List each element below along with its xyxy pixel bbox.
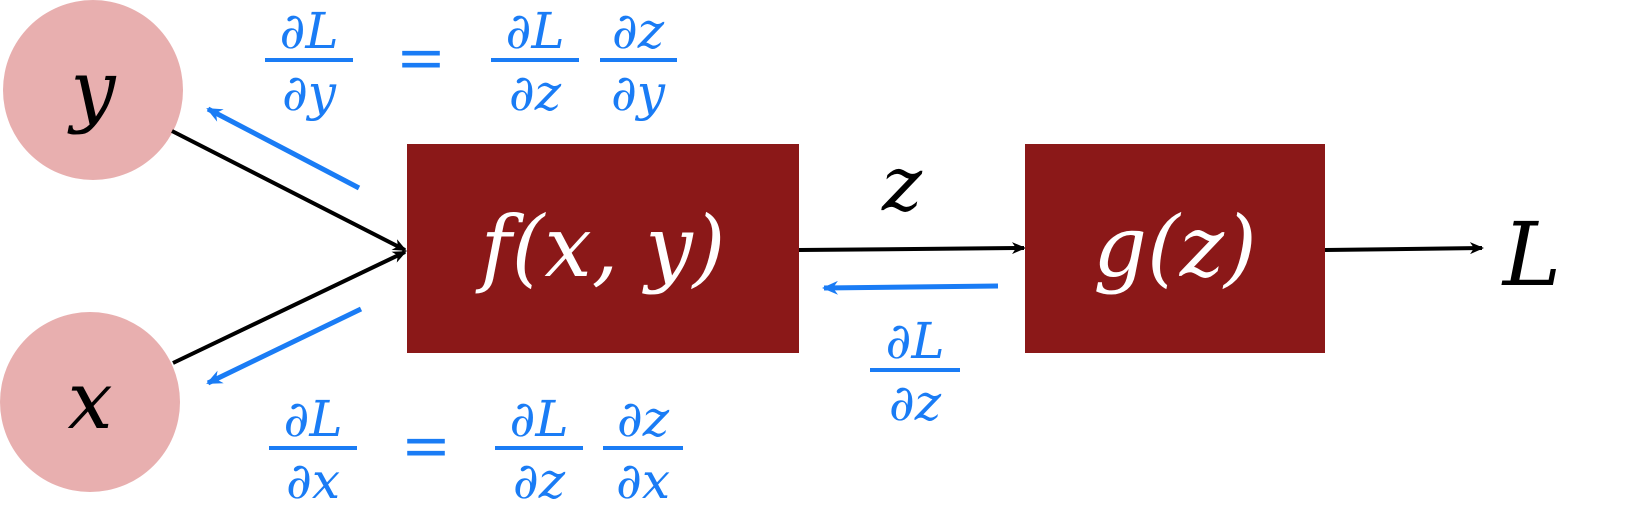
equation-dL-dy: ∂L ∂y = ∂L ∂z ∂z ∂y — [265, 2, 677, 122]
dLdz-denominator: ∂z — [889, 374, 942, 432]
dLdy-lhs-bar — [265, 58, 353, 62]
dLdx-r1-bar — [495, 446, 583, 450]
edge-label-z: z — [881, 139, 923, 228]
box-f-rect — [407, 144, 799, 353]
node-x: x — [0, 312, 180, 492]
dLdy-r1-numerator: ∂L — [505, 2, 564, 60]
dLdy-r1-denominator: ∂z — [509, 64, 562, 122]
grad-arrow-to-f — [822, 280, 999, 295]
dLdz-numerator: ∂L — [885, 312, 944, 370]
box-g-rect — [1025, 144, 1325, 353]
box-f: f(x, y) — [407, 144, 799, 353]
dLdy-r2-denominator: ∂y — [611, 64, 666, 122]
dLdx-equals-sign: = — [401, 411, 451, 481]
dLdx-r2-numerator: ∂z — [617, 390, 670, 448]
dLdx-r2-denominator: ∂x — [616, 452, 670, 510]
dLdy-lhs-denominator: ∂y — [282, 64, 337, 122]
node-y-label: y — [67, 43, 117, 136]
dLdy-lhs-numerator: ∂L — [279, 2, 338, 60]
dLdx-lhs-denominator: ∂x — [286, 452, 340, 510]
edge-g-to-L — [1324, 242, 1484, 255]
dLdz-fraction-bar — [870, 368, 960, 372]
dLdx-lhs-bar — [269, 446, 357, 450]
edge-x-to-f — [172, 250, 407, 365]
node-y-circle — [3, 0, 183, 180]
equation-dL-dx: ∂L ∂x = ∂L ∂z ∂z ∂x — [269, 390, 683, 510]
dLdx-r1-numerator: ∂L — [509, 390, 568, 448]
node-y: y — [3, 0, 183, 180]
output-label-L: L — [1501, 203, 1561, 306]
grad-arrow-to-y — [206, 106, 361, 191]
node-x-circle — [0, 312, 180, 492]
node-x-label: x — [67, 354, 112, 447]
edge-y-to-f — [171, 129, 407, 252]
grad-arrow-to-x — [206, 306, 363, 386]
box-g: g(z) — [1025, 144, 1325, 353]
edge-f-to-g — [798, 242, 1026, 255]
dLdy-equals-sign: = — [396, 23, 446, 93]
dLdx-r1-denominator: ∂z — [513, 452, 566, 510]
box-f-label: f(x, y) — [475, 198, 726, 296]
dLdy-r2-bar — [600, 58, 677, 62]
dLdy-r2-numerator: ∂z — [612, 2, 665, 60]
dLdx-lhs-numerator: ∂L — [283, 390, 342, 448]
dLdx-r2-bar — [603, 446, 683, 450]
dLdy-r1-bar — [491, 58, 579, 62]
fraction-dL-dz: ∂L ∂z — [870, 312, 960, 432]
box-g-label: g(z) — [1093, 198, 1257, 296]
